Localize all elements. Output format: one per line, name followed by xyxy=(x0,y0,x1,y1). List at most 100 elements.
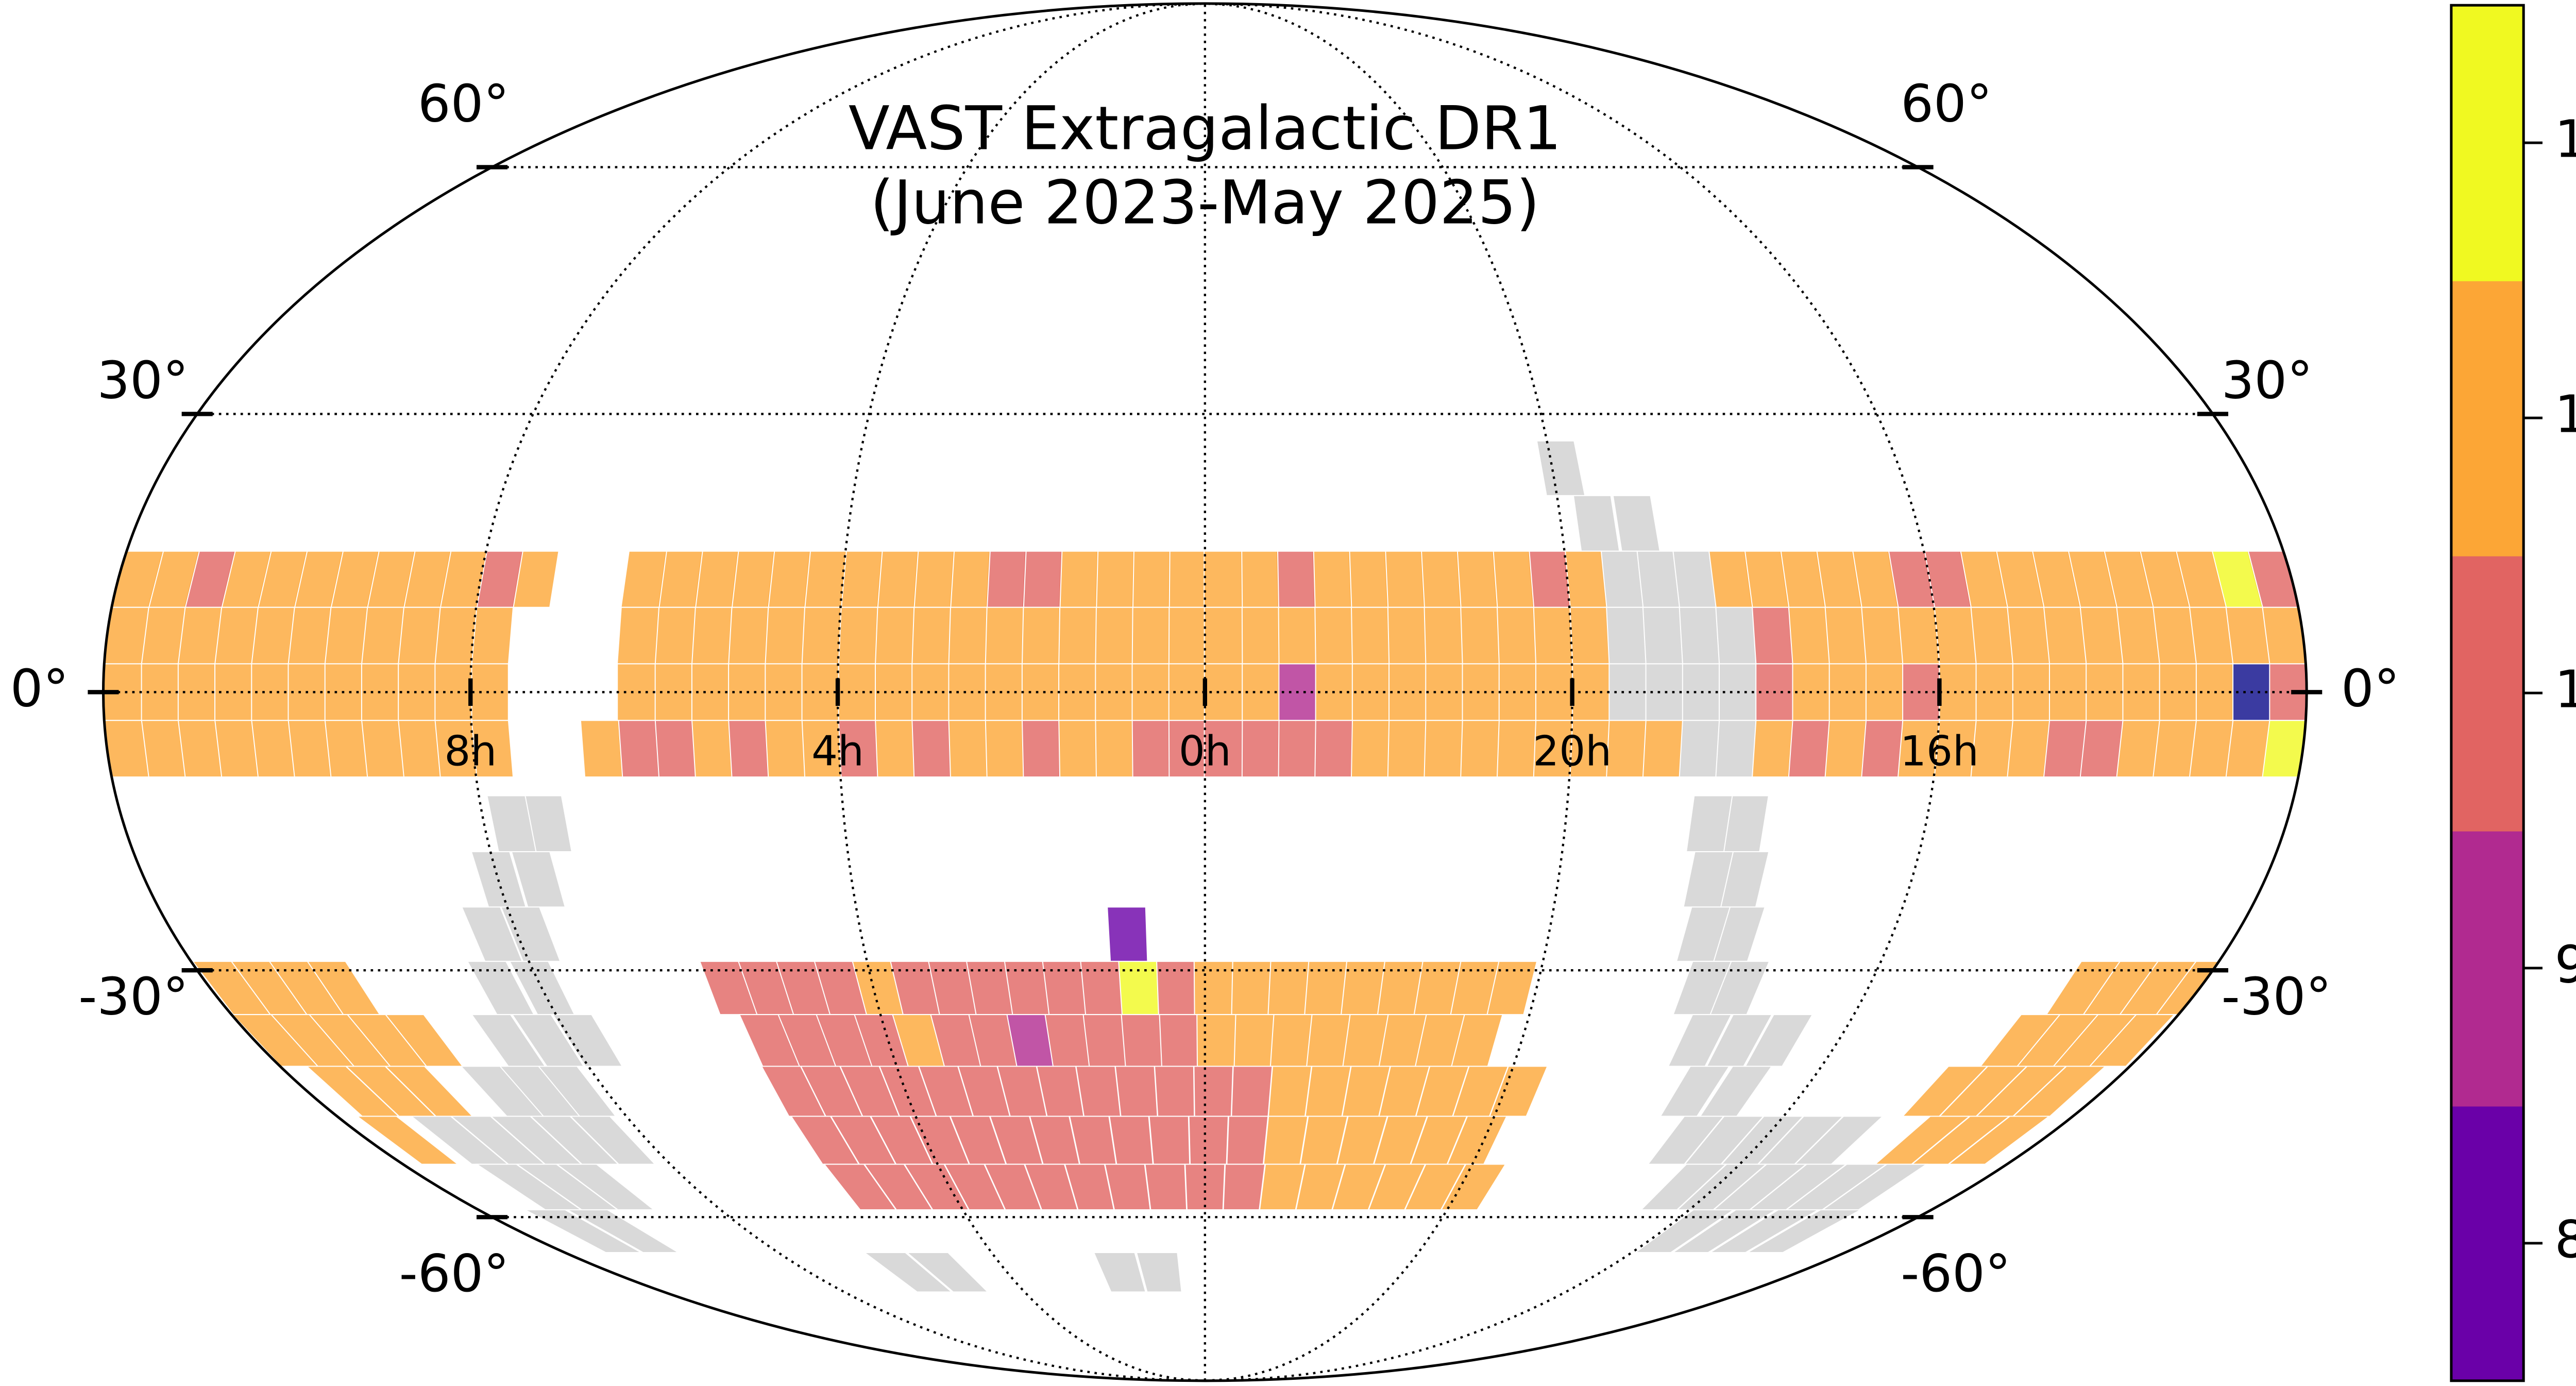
tile xyxy=(790,1115,860,1165)
tile xyxy=(1109,1115,1154,1165)
colorbar-tick-label: 12 xyxy=(2554,109,2576,169)
tile xyxy=(1969,606,2014,665)
chart-subtitle: (June 2023-May 2025) xyxy=(870,167,1539,238)
tile xyxy=(726,606,769,665)
tile xyxy=(1823,720,1867,777)
tile xyxy=(1082,1014,1126,1067)
tile xyxy=(1604,606,1647,665)
tile xyxy=(1714,606,1757,665)
tile xyxy=(1612,495,1661,552)
tile xyxy=(912,550,955,608)
tile xyxy=(1231,1066,1273,1117)
tile xyxy=(1859,720,1904,777)
tile xyxy=(760,1066,826,1117)
tile xyxy=(1383,550,1425,608)
tile xyxy=(1158,1014,1199,1067)
tile xyxy=(1349,606,1390,665)
tile xyxy=(984,720,1024,777)
tile xyxy=(1057,606,1097,665)
labels: 8h 4h 0h 20h 16h 60° 60° 30° 30° 0° 0° -30° -30° -60°… xyxy=(10,73,2400,1303)
tile xyxy=(1386,720,1427,777)
tile xyxy=(1094,550,1134,608)
tile xyxy=(1641,606,1683,665)
tile xyxy=(1563,550,1607,608)
tile xyxy=(1313,606,1353,665)
x-tick-label: 8h xyxy=(444,728,497,775)
tile xyxy=(1223,1163,1266,1210)
tile xyxy=(1193,960,1233,1016)
tile xyxy=(1240,550,1279,608)
y-tick-label: 30° xyxy=(97,350,189,411)
colorbar-tick-label: 9 xyxy=(2554,934,2576,994)
tile xyxy=(1933,606,1977,665)
tile xyxy=(1269,1014,1313,1067)
tile xyxy=(1647,1115,1725,1165)
tile xyxy=(1534,663,1573,721)
tile xyxy=(176,663,216,721)
tile xyxy=(1459,720,1500,777)
x-tick-label: 0h xyxy=(1179,728,1231,775)
tile xyxy=(1422,606,1463,665)
colorbar-bin xyxy=(2451,280,2524,556)
tile xyxy=(837,606,878,665)
colorbar-tick-label: 11 xyxy=(2554,384,2576,444)
tiles xyxy=(103,440,2307,1293)
y-tick-label: -30° xyxy=(78,967,189,1027)
tile xyxy=(1683,851,1734,908)
tile xyxy=(1196,1014,1236,1067)
tile xyxy=(1148,1115,1191,1165)
tile xyxy=(433,606,478,665)
tile xyxy=(1677,720,1720,777)
tile xyxy=(1277,720,1316,777)
tile xyxy=(396,720,441,777)
tile xyxy=(1230,960,1272,1016)
tile xyxy=(1896,606,1940,665)
colorbar-bin xyxy=(2451,1105,2524,1382)
tile xyxy=(1901,1066,1989,1117)
y-tick-label: 60° xyxy=(418,73,510,133)
tile xyxy=(1267,1066,1312,1117)
colorbar-tick-label: 8 xyxy=(2554,1209,2576,1270)
tile xyxy=(1419,550,1462,608)
tile xyxy=(1093,720,1133,777)
tile xyxy=(1263,1115,1309,1165)
tile xyxy=(1491,550,1535,608)
tile xyxy=(1114,1066,1158,1117)
tile xyxy=(1536,440,1586,496)
tile xyxy=(1459,606,1500,665)
tile xyxy=(1240,606,1280,665)
colorbar: 89101112Number of observations xyxy=(2450,4,2576,1382)
y-tick-label: 30° xyxy=(2222,350,2313,411)
tile xyxy=(1532,606,1573,665)
tile xyxy=(1659,1066,1731,1117)
tile xyxy=(726,720,769,777)
tile xyxy=(1607,663,1647,721)
tile xyxy=(355,1115,460,1165)
tile xyxy=(1311,550,1352,608)
tile xyxy=(1240,720,1280,777)
tile xyxy=(905,1252,989,1293)
tile xyxy=(948,550,991,608)
tile xyxy=(1787,720,1830,777)
y-tick-label: -30° xyxy=(2222,967,2332,1027)
tile xyxy=(1349,720,1390,777)
tile xyxy=(1204,720,1243,777)
tile xyxy=(1277,606,1316,665)
tile xyxy=(1745,1209,1861,1253)
tile xyxy=(653,663,692,721)
tile xyxy=(873,606,915,665)
tile xyxy=(1120,1014,1162,1067)
tile xyxy=(1107,906,1148,962)
tile xyxy=(690,720,733,777)
tile xyxy=(2121,663,2160,721)
meridian xyxy=(1205,2,1573,1382)
tile xyxy=(2005,606,2050,665)
tile xyxy=(1497,663,1536,721)
tile xyxy=(565,1209,681,1253)
tile xyxy=(1750,606,1793,665)
tile xyxy=(800,606,842,665)
chart-title: VAST Extragalactic DR1 xyxy=(849,93,1562,164)
tile xyxy=(1675,906,1731,962)
x-tick-label: 20h xyxy=(1533,728,1612,775)
tile xyxy=(699,960,758,1016)
